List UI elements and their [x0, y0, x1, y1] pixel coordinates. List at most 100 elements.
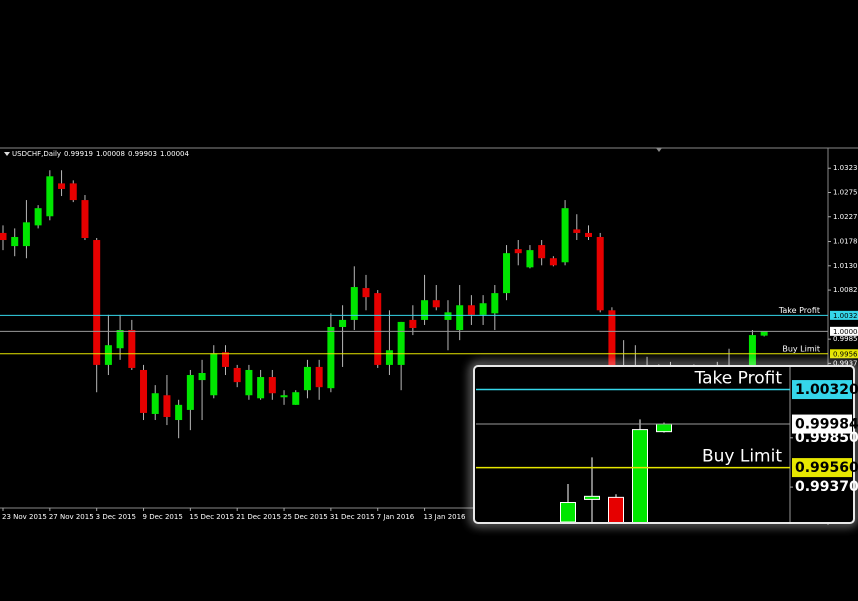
candle-body	[116, 330, 124, 349]
candle-body	[479, 303, 487, 315]
main-chart: USDCHF,Daily 0.99919 1.00008 0.99903 1.0…	[0, 147, 858, 525]
x-tick-label: 7 Jan 2016	[377, 513, 415, 521]
menu-arrow	[4, 152, 10, 156]
shift-marker	[656, 148, 662, 152]
level-tag	[830, 310, 858, 320]
candle-body	[561, 208, 569, 263]
level-tag	[830, 349, 858, 359]
y-tick-label: 1.01780	[833, 238, 858, 246]
candle-body	[538, 245, 546, 259]
header-low: 0.99903	[128, 150, 157, 158]
candle-body	[409, 319, 417, 328]
x-tick-label: 13 Jan 2016	[424, 513, 467, 521]
candle-body	[280, 395, 288, 398]
candle-body	[46, 176, 54, 217]
candle-body	[69, 183, 77, 201]
candle-body	[233, 367, 241, 383]
candle-body	[432, 300, 440, 308]
candle-body	[608, 496, 624, 522]
candle-body	[245, 369, 253, 396]
candle-body	[22, 222, 30, 247]
candle-body	[760, 331, 768, 336]
level-tag-label: 0.99560	[833, 350, 858, 358]
candle-body	[421, 300, 429, 320]
y-tick-label: 1.02270	[833, 213, 858, 221]
y-tick-label: 0.99370	[795, 479, 858, 495]
candle-body	[549, 258, 557, 266]
candle-body	[303, 366, 311, 391]
candle-body	[11, 236, 19, 247]
x-tick-label: 15 Dec 2015	[189, 513, 234, 521]
x-tick-label: 3 Dec 2015	[96, 513, 136, 521]
header-open: 0.99919	[64, 150, 93, 158]
y-tick-label: 1.03230	[833, 164, 858, 172]
x-tick-label: 23 Nov 2015	[2, 513, 47, 521]
candle-body	[374, 293, 382, 365]
candle-body	[456, 305, 464, 331]
price-tag-label: 1.00004	[833, 328, 858, 336]
candle-body	[163, 395, 171, 417]
candle-body	[34, 208, 42, 226]
y-tick-label: 1.01300	[833, 262, 858, 270]
candle-body	[526, 250, 534, 268]
y-tick-label: 0.99850	[795, 430, 858, 446]
candle-body	[81, 200, 89, 238]
y-tick-label: 1.02750	[833, 188, 858, 196]
y-tick-label: 0.99850	[833, 335, 858, 343]
candle-body	[503, 253, 511, 294]
candle-body	[560, 501, 576, 522]
candle-body	[397, 321, 405, 365]
header-close: 1.00004	[160, 150, 189, 158]
level-name: Buy Limit	[782, 344, 820, 353]
level-tag-label: 1.00320	[795, 382, 858, 398]
candle-body	[140, 369, 148, 413]
header-high: 1.00008	[96, 150, 125, 158]
level-tag-label: 1.00320	[833, 312, 858, 320]
price-tag	[792, 414, 852, 434]
level-name: Buy Limit	[702, 447, 782, 467]
candle-body	[186, 375, 194, 410]
candle-body	[573, 229, 581, 233]
candle-body	[385, 350, 393, 365]
level-name: Take Profit	[694, 369, 783, 389]
price-tag	[830, 326, 858, 336]
x-tick-label: 21 Dec 2015	[236, 513, 281, 521]
candle-body	[210, 353, 218, 396]
level-name: Take Profit	[778, 306, 820, 315]
candle-body	[608, 310, 616, 367]
inset-frame	[473, 365, 855, 524]
candle-body	[198, 373, 206, 381]
candle-body	[128, 330, 136, 368]
level-tag	[792, 458, 852, 478]
candle-body	[596, 236, 604, 311]
candle-body	[350, 287, 358, 320]
zoom-inset: 0.99850 0.99370 Take Profit 1.00320 Buy Limi…	[471, 363, 858, 525]
candle-body	[585, 232, 592, 237]
candles	[560, 419, 672, 522]
candle-body	[0, 232, 7, 241]
candle-body	[362, 288, 370, 298]
x-tick-label: 25 Dec 2015	[283, 513, 328, 521]
candle-body	[315, 366, 323, 388]
candle-body	[339, 319, 347, 327]
price-tag-label: 0.99984	[795, 417, 858, 433]
candle-body	[151, 393, 159, 414]
candle-body	[268, 377, 276, 394]
candle-body	[221, 352, 229, 367]
x-tick-label: 27 Nov 2015	[49, 513, 94, 521]
candle-body	[292, 392, 300, 405]
chart-title: USDCHF,Daily	[12, 150, 61, 158]
candle-body	[93, 240, 101, 365]
candle-body	[444, 312, 452, 320]
candle-body	[584, 495, 600, 500]
candle-body	[58, 183, 66, 189]
candle-body	[467, 305, 475, 315]
candle-body	[257, 377, 265, 399]
candle-body	[748, 335, 756, 383]
x-tick-label: 9 Dec 2015	[143, 513, 183, 521]
candle-body	[104, 345, 112, 365]
candle-body	[175, 404, 183, 421]
candle-body	[632, 429, 648, 522]
